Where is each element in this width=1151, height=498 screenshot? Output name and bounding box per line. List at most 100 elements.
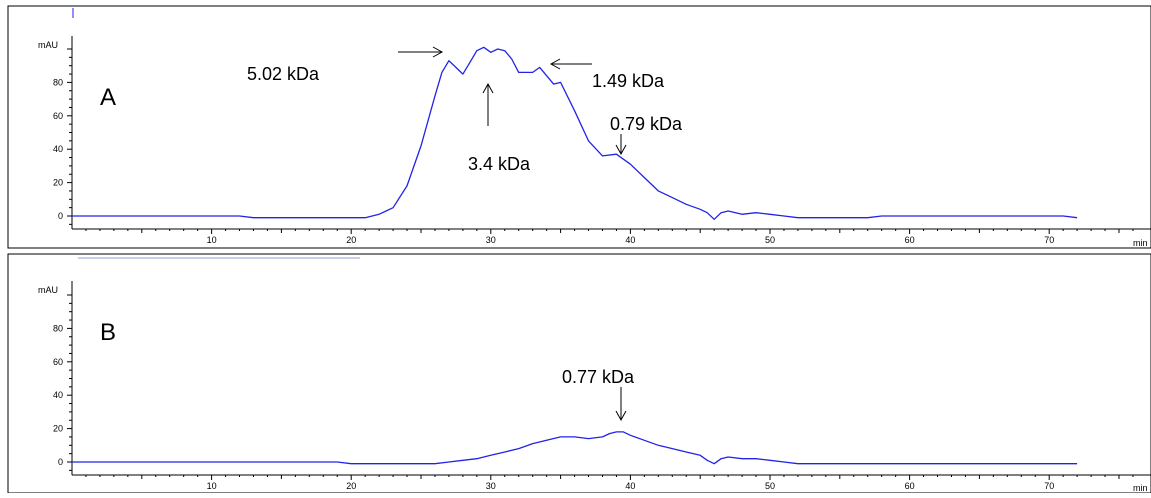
panel-b-data-point: [741, 458, 742, 459]
panel-b-data-point: [721, 458, 722, 459]
panel-a-annotation-arrowhead: [482, 82, 494, 94]
panel-a-data-point: [504, 50, 505, 51]
panel-a-data-point: [253, 217, 254, 218]
panel-a-y-tick-label: 80: [53, 77, 63, 87]
panel-a-data-point: [1063, 215, 1064, 216]
panel-b-annotations: 0.77 kDa: [562, 367, 635, 422]
panel-b-x-tick-label: 30: [486, 481, 496, 491]
panel-a-data-point: [392, 207, 393, 208]
panel-b-x-tick-label: 50: [765, 481, 775, 491]
panel-a-data-point: [406, 185, 407, 186]
panel-a-data-point: [881, 215, 882, 216]
panel-b-y-tick-label: 0: [58, 457, 63, 467]
panel-a-y-tick-label: 0: [58, 211, 63, 221]
panel-b-y-tick-label: 20: [53, 424, 63, 434]
panel-b-label: B: [100, 319, 116, 346]
panel-a-data-point: [769, 214, 770, 215]
panel-b-data-point: [518, 448, 519, 449]
panel-b-x-axis: 10 20 30 40 50 60 70: [72, 474, 1151, 491]
panel-b-annotation-arrowhead: [615, 410, 627, 422]
panel-b-data-point: [623, 431, 624, 432]
panel-a-data-point: [379, 214, 380, 215]
panel-a-y-axis: 0 20 40 60 80: [53, 36, 73, 229]
panel-a-data-point: [448, 60, 449, 61]
panel-b-data-point: [476, 458, 477, 459]
panel-b-data-point: [609, 433, 610, 434]
panel-a-x-tick-label: 30: [486, 235, 496, 245]
panel-b-data-point: [434, 463, 435, 464]
panel-a-x-tick-label: 50: [765, 235, 775, 245]
panel-b-series: [71, 431, 1078, 465]
panel-b-data-point: [448, 461, 449, 462]
panel-b-data-point: [71, 461, 72, 462]
panel-a-annotation-label: 0.79 kDa: [610, 114, 683, 134]
panel-b-data-point: [755, 458, 756, 459]
panel-a-y-tick-label: 60: [53, 111, 63, 121]
panel-a-data-point: [469, 62, 470, 63]
panel-b-data-point: [574, 436, 575, 437]
panel-b-data-point: [797, 463, 798, 464]
panel-a-data-point: [351, 217, 352, 218]
panel-a-data-point: [588, 140, 589, 141]
panel-a-data-point: [560, 82, 561, 83]
panel-b-data-point: [337, 461, 338, 462]
panel-a-data-point: [755, 212, 756, 213]
panel-b-data-point: [616, 431, 617, 432]
panel-a-data-point: [672, 197, 673, 198]
panel-b-x-tick-label: 10: [207, 481, 217, 491]
panel-a-data-point: [721, 212, 722, 213]
panel-a-data-point: [644, 177, 645, 178]
panel-a-data-point: [686, 204, 687, 205]
panel-a-data-point: [741, 214, 742, 215]
panel-a-data-point: [455, 67, 456, 68]
panel-b-data-point: [588, 438, 589, 439]
panel-b-x-tick-label: 20: [346, 481, 356, 491]
panel-b-x-tick-label: 60: [905, 481, 915, 491]
panel-a-data-point: [483, 47, 484, 48]
panel-a-data-point: [707, 212, 708, 213]
panel-a-x-tick-label: 10: [207, 235, 217, 245]
panel-b-data-point: [700, 455, 701, 456]
panel-a-data-point: [546, 75, 547, 76]
panel-a-annotation-arrowhead: [432, 46, 444, 58]
panel-a-data-point: [1077, 217, 1078, 218]
panel-b-y-tick-label: 40: [53, 390, 63, 400]
panel-b-data-point: [490, 455, 491, 456]
panel-a-y-unit: mAU: [38, 40, 58, 50]
panel-b-data-point: [672, 448, 673, 449]
panel-b-x-tick-label: 70: [1044, 481, 1054, 491]
panel-b-data-point: [630, 435, 631, 436]
panel-b-annotation-label: 0.77 kDa: [562, 367, 635, 387]
panel-b-data-point: [769, 460, 770, 461]
panel-a-annotations: 5.02 kDa 3.4 kDa 1.49 kDa 0.79 kDa: [247, 46, 683, 174]
panel-a-data-point: [239, 215, 240, 216]
panel-a: mAU min A 0 20 40 60 80 10 20 30 40 50 60 70 5.02 …: [7, 5, 1151, 249]
panel-a-data-point: [441, 72, 442, 73]
panel-a-x-unit: min: [1133, 238, 1148, 248]
panel-a-data-point: [867, 217, 868, 218]
panel-b-data-point: [658, 445, 659, 446]
panel-b-x-unit: min: [1133, 483, 1148, 493]
panel-b-data-point: [602, 436, 603, 437]
panel-a-data-point: [602, 155, 603, 156]
panel-a-series: [72, 46, 1078, 220]
panel-a-data-point: [532, 72, 533, 73]
panel-a-data-point: [553, 83, 554, 84]
panel-a-data-point: [476, 50, 477, 51]
panel-a-data-point: [497, 48, 498, 49]
panel-a-x-tick-label: 70: [1044, 235, 1054, 245]
panel-a-data-point: [420, 145, 421, 146]
panel-b-data-point: [714, 463, 715, 464]
panel-a-trace: [72, 46, 1078, 220]
panel-b-y-tick-label: 60: [53, 357, 63, 367]
panel-a-data-point: [658, 190, 659, 191]
panel-b-data-point: [560, 436, 561, 437]
panel-b-x-tick-label: 40: [625, 481, 635, 491]
panel-a-data-point: [728, 210, 729, 211]
panel-b-data-point: [783, 461, 784, 462]
panel-b-y-tick-label: 80: [53, 323, 63, 333]
panel-b-data-point: [546, 440, 547, 441]
panel-a-data-point: [797, 217, 798, 218]
panel-a-label: A: [100, 84, 116, 111]
panel-a-y-tick-label: 20: [53, 178, 63, 188]
